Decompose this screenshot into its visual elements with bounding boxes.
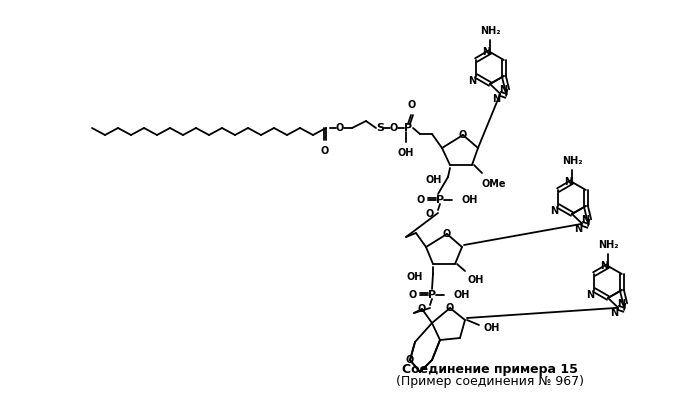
Text: (Пример соединения № 967): (Пример соединения № 967)	[396, 375, 584, 388]
Text: N: N	[499, 85, 507, 95]
Text: O: O	[390, 123, 398, 133]
Text: OH: OH	[398, 148, 415, 158]
Text: OH: OH	[462, 195, 478, 205]
Text: N: N	[550, 206, 558, 216]
Text: N: N	[482, 47, 490, 57]
Text: O: O	[409, 290, 417, 300]
Text: P: P	[404, 123, 412, 133]
Text: NH₂: NH₂	[598, 240, 618, 250]
Text: O: O	[408, 100, 416, 110]
Text: O: O	[418, 304, 426, 314]
Text: O: O	[446, 303, 454, 313]
Text: O: O	[417, 195, 425, 205]
Text: S: S	[376, 123, 384, 133]
Text: NH₂: NH₂	[562, 156, 582, 166]
Text: P: P	[436, 195, 444, 205]
Text: N: N	[564, 177, 572, 187]
Text: N: N	[600, 261, 608, 271]
Text: OH: OH	[426, 175, 442, 185]
Text: OH: OH	[407, 272, 423, 282]
Text: OH: OH	[468, 275, 484, 285]
Text: N: N	[610, 308, 618, 318]
Text: O: O	[459, 130, 467, 140]
Text: OMe: OMe	[482, 179, 507, 189]
Text: OH: OH	[483, 323, 499, 333]
Text: O: O	[426, 209, 434, 219]
Text: NH₂: NH₂	[480, 26, 500, 36]
Text: Соединение примера 15: Соединение примера 15	[402, 364, 578, 377]
Text: N: N	[586, 290, 594, 300]
Text: N: N	[617, 299, 625, 309]
Text: N: N	[492, 94, 500, 104]
Text: N: N	[581, 215, 589, 225]
Text: O: O	[443, 229, 451, 239]
Text: O: O	[321, 146, 329, 156]
Text: O: O	[406, 355, 414, 365]
Text: N: N	[574, 224, 582, 234]
Text: N: N	[468, 76, 476, 86]
Text: P: P	[428, 290, 436, 300]
Text: OH: OH	[454, 290, 470, 300]
Text: O: O	[336, 123, 344, 133]
